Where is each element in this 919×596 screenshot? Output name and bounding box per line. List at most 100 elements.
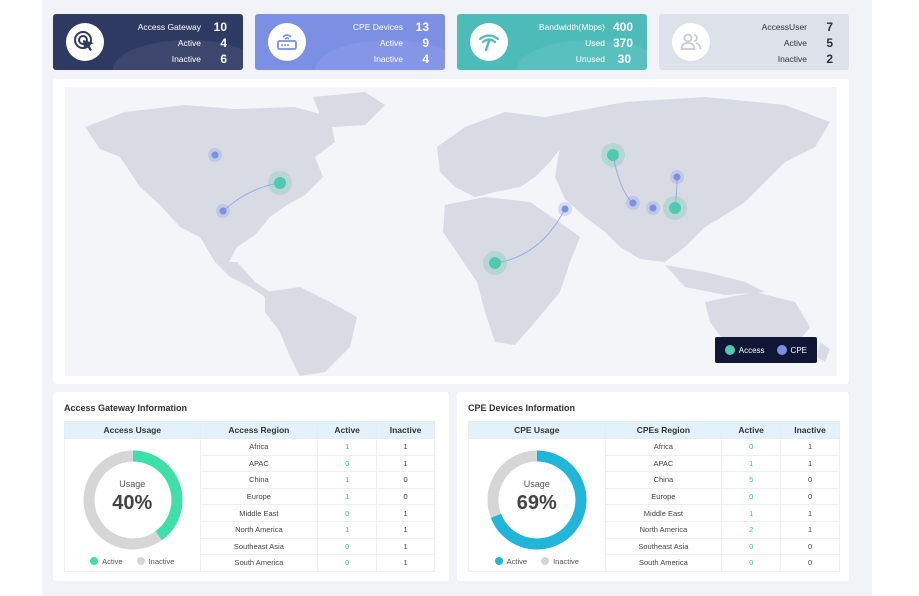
active-count-cell: 0 (721, 487, 782, 506)
region-cell: North America (604, 520, 723, 539)
usage-title: Usage (523, 479, 550, 489)
region-cell: Europe (199, 487, 319, 506)
donut-active-arc (487, 450, 587, 550)
access-marker-core (607, 149, 619, 161)
inactive-count-cell: 0 (780, 487, 840, 506)
region-cell: China (199, 471, 319, 489)
inactive-count-cell: 0 (376, 487, 435, 506)
stat-value: 7 (826, 20, 833, 34)
legend-cpe-dot (776, 345, 787, 355)
stat-label: Unused (575, 54, 605, 64)
inactive-count-cell: 1 (780, 438, 840, 456)
table-row[interactable]: South America 0 1 (65, 554, 435, 572)
dashboard: Access Gateway 10 Active 4 Inactive 6 CPE D… (42, 0, 872, 596)
table-row[interactable]: Europe 0 0 (469, 487, 840, 506)
asia-shape (545, 97, 830, 262)
legend-inactive[interactable]: Inactive (541, 556, 579, 566)
world-map-svg (85, 92, 830, 376)
world-map-panel: Access CPE (53, 79, 849, 384)
cpe-marker-core (629, 199, 637, 207)
table-row[interactable]: South America 0 0 (469, 554, 840, 572)
active-count-cell: 0 (721, 438, 782, 456)
stat-value: 6 (220, 52, 227, 66)
active-count-cell: 0 (721, 537, 782, 556)
region-cell: Africa (199, 438, 319, 456)
column-header: Active (317, 421, 378, 439)
access-markers (268, 143, 687, 275)
region-cell: Middle East (604, 504, 723, 522)
legend-active[interactable]: Active (494, 556, 527, 566)
table-row[interactable]: Usage 69% Active Inactive Africa 0 1 (468, 438, 840, 572)
legend-inactive[interactable]: Inactive (136, 556, 175, 566)
stat-label: Active (177, 38, 201, 48)
table-row[interactable]: Middle East 1 1 (469, 504, 840, 522)
world-map[interactable]: Access CPE (65, 87, 837, 376)
table-row[interactable]: North America 2 1 (469, 520, 840, 539)
stat-label: Used (585, 38, 605, 48)
active-count-cell: 2 (721, 520, 782, 539)
panel-title: CPE Devices Information (468, 403, 576, 413)
router-icon (268, 23, 306, 61)
access-user-card[interactable]: AccessUser 7 Active 5 Inactive 2 (659, 14, 849, 70)
stat-label: AccessUser (761, 22, 807, 32)
column-header: CPEs Region (604, 421, 723, 439)
new-zealand-shape (817, 342, 830, 362)
legend-inactive-label: Inactive (148, 556, 175, 566)
table-row[interactable]: Southeast Asia 0 1 (65, 537, 435, 556)
cpe-marker-core (561, 205, 569, 213)
north-america-shape (85, 105, 335, 269)
legend-access-dot (724, 345, 735, 355)
active-count-cell: 1 (721, 454, 782, 473)
map-legend: Access CPE (714, 337, 817, 363)
cpe-marker-core (649, 204, 657, 212)
legend-active-label: Active (102, 556, 123, 566)
donut-legend: Active Inactive (469, 556, 605, 566)
inactive-count-cell: 1 (780, 504, 840, 522)
region-cell: Southeast Asia (199, 537, 319, 556)
legend-cpe[interactable]: CPE (776, 345, 807, 355)
column-header: Access Region (199, 421, 319, 439)
cpe-marker-core (211, 151, 219, 159)
legend-inactive-label: Inactive (553, 556, 579, 566)
cpe-marker-core (219, 207, 227, 215)
active-count-cell: 1 (317, 471, 378, 489)
stat-value: 5 (826, 36, 833, 50)
usage-percentage: 40% (112, 492, 153, 514)
table-row[interactable]: Middle East 0 1 (65, 504, 435, 522)
access-gateway-card[interactable]: Access Gateway 10 Active 4 Inactive 6 (53, 14, 243, 70)
stat-value: 13 (415, 20, 429, 34)
cpe-devices-card[interactable]: CPE Devices 13 Active 9 Inactive 4 (255, 14, 445, 70)
usage-percentage: 69% (516, 492, 557, 514)
region-cell: Southeast Asia (604, 537, 723, 556)
usage-donut-cell: Usage 69% Active Inactive (468, 438, 606, 572)
column-header: Inactive (780, 421, 840, 439)
usage-title: Usage (119, 479, 146, 489)
table-row[interactable]: APAC 0 1 (65, 454, 435, 473)
cpe-markers (208, 148, 684, 218)
stat-value: 2 (826, 52, 833, 66)
stat-value: 4 (220, 36, 227, 50)
cpe-marker-core (673, 173, 681, 181)
active-count-cell: 1 (317, 438, 378, 456)
table-row[interactable]: Europe 1 0 (65, 487, 435, 506)
active-count-cell: 0 (317, 454, 378, 473)
southeast-asia-shape (665, 265, 765, 295)
legend-inactive-dot (136, 556, 145, 565)
table-row[interactable]: APAC 1 1 (469, 454, 840, 473)
inactive-count-cell: 1 (376, 554, 435, 572)
greenland-shape (313, 92, 385, 127)
bandwidth-card[interactable]: Bandwidth(Mbps) 400 Used 370 Unused 30 (457, 14, 647, 70)
region-cell: China (604, 471, 723, 489)
inactive-count-cell: 1 (376, 504, 435, 522)
legend-active[interactable]: Active (90, 556, 123, 566)
legend-inactive-dot (541, 556, 550, 565)
region-cell: North America (199, 520, 319, 539)
stat-value: 400 (613, 20, 634, 34)
table-row[interactable]: Usage 40% Active Inactive Africa 1 1 (64, 438, 435, 572)
central-america-shape (215, 262, 270, 297)
inactive-count-cell: 1 (780, 520, 840, 539)
legend-access[interactable]: Access (724, 345, 765, 355)
africa-shape (443, 197, 580, 345)
active-count-cell: 1 (317, 520, 378, 539)
access-gateway-table: Access Usage Access Region Active Inacti… (64, 421, 435, 572)
